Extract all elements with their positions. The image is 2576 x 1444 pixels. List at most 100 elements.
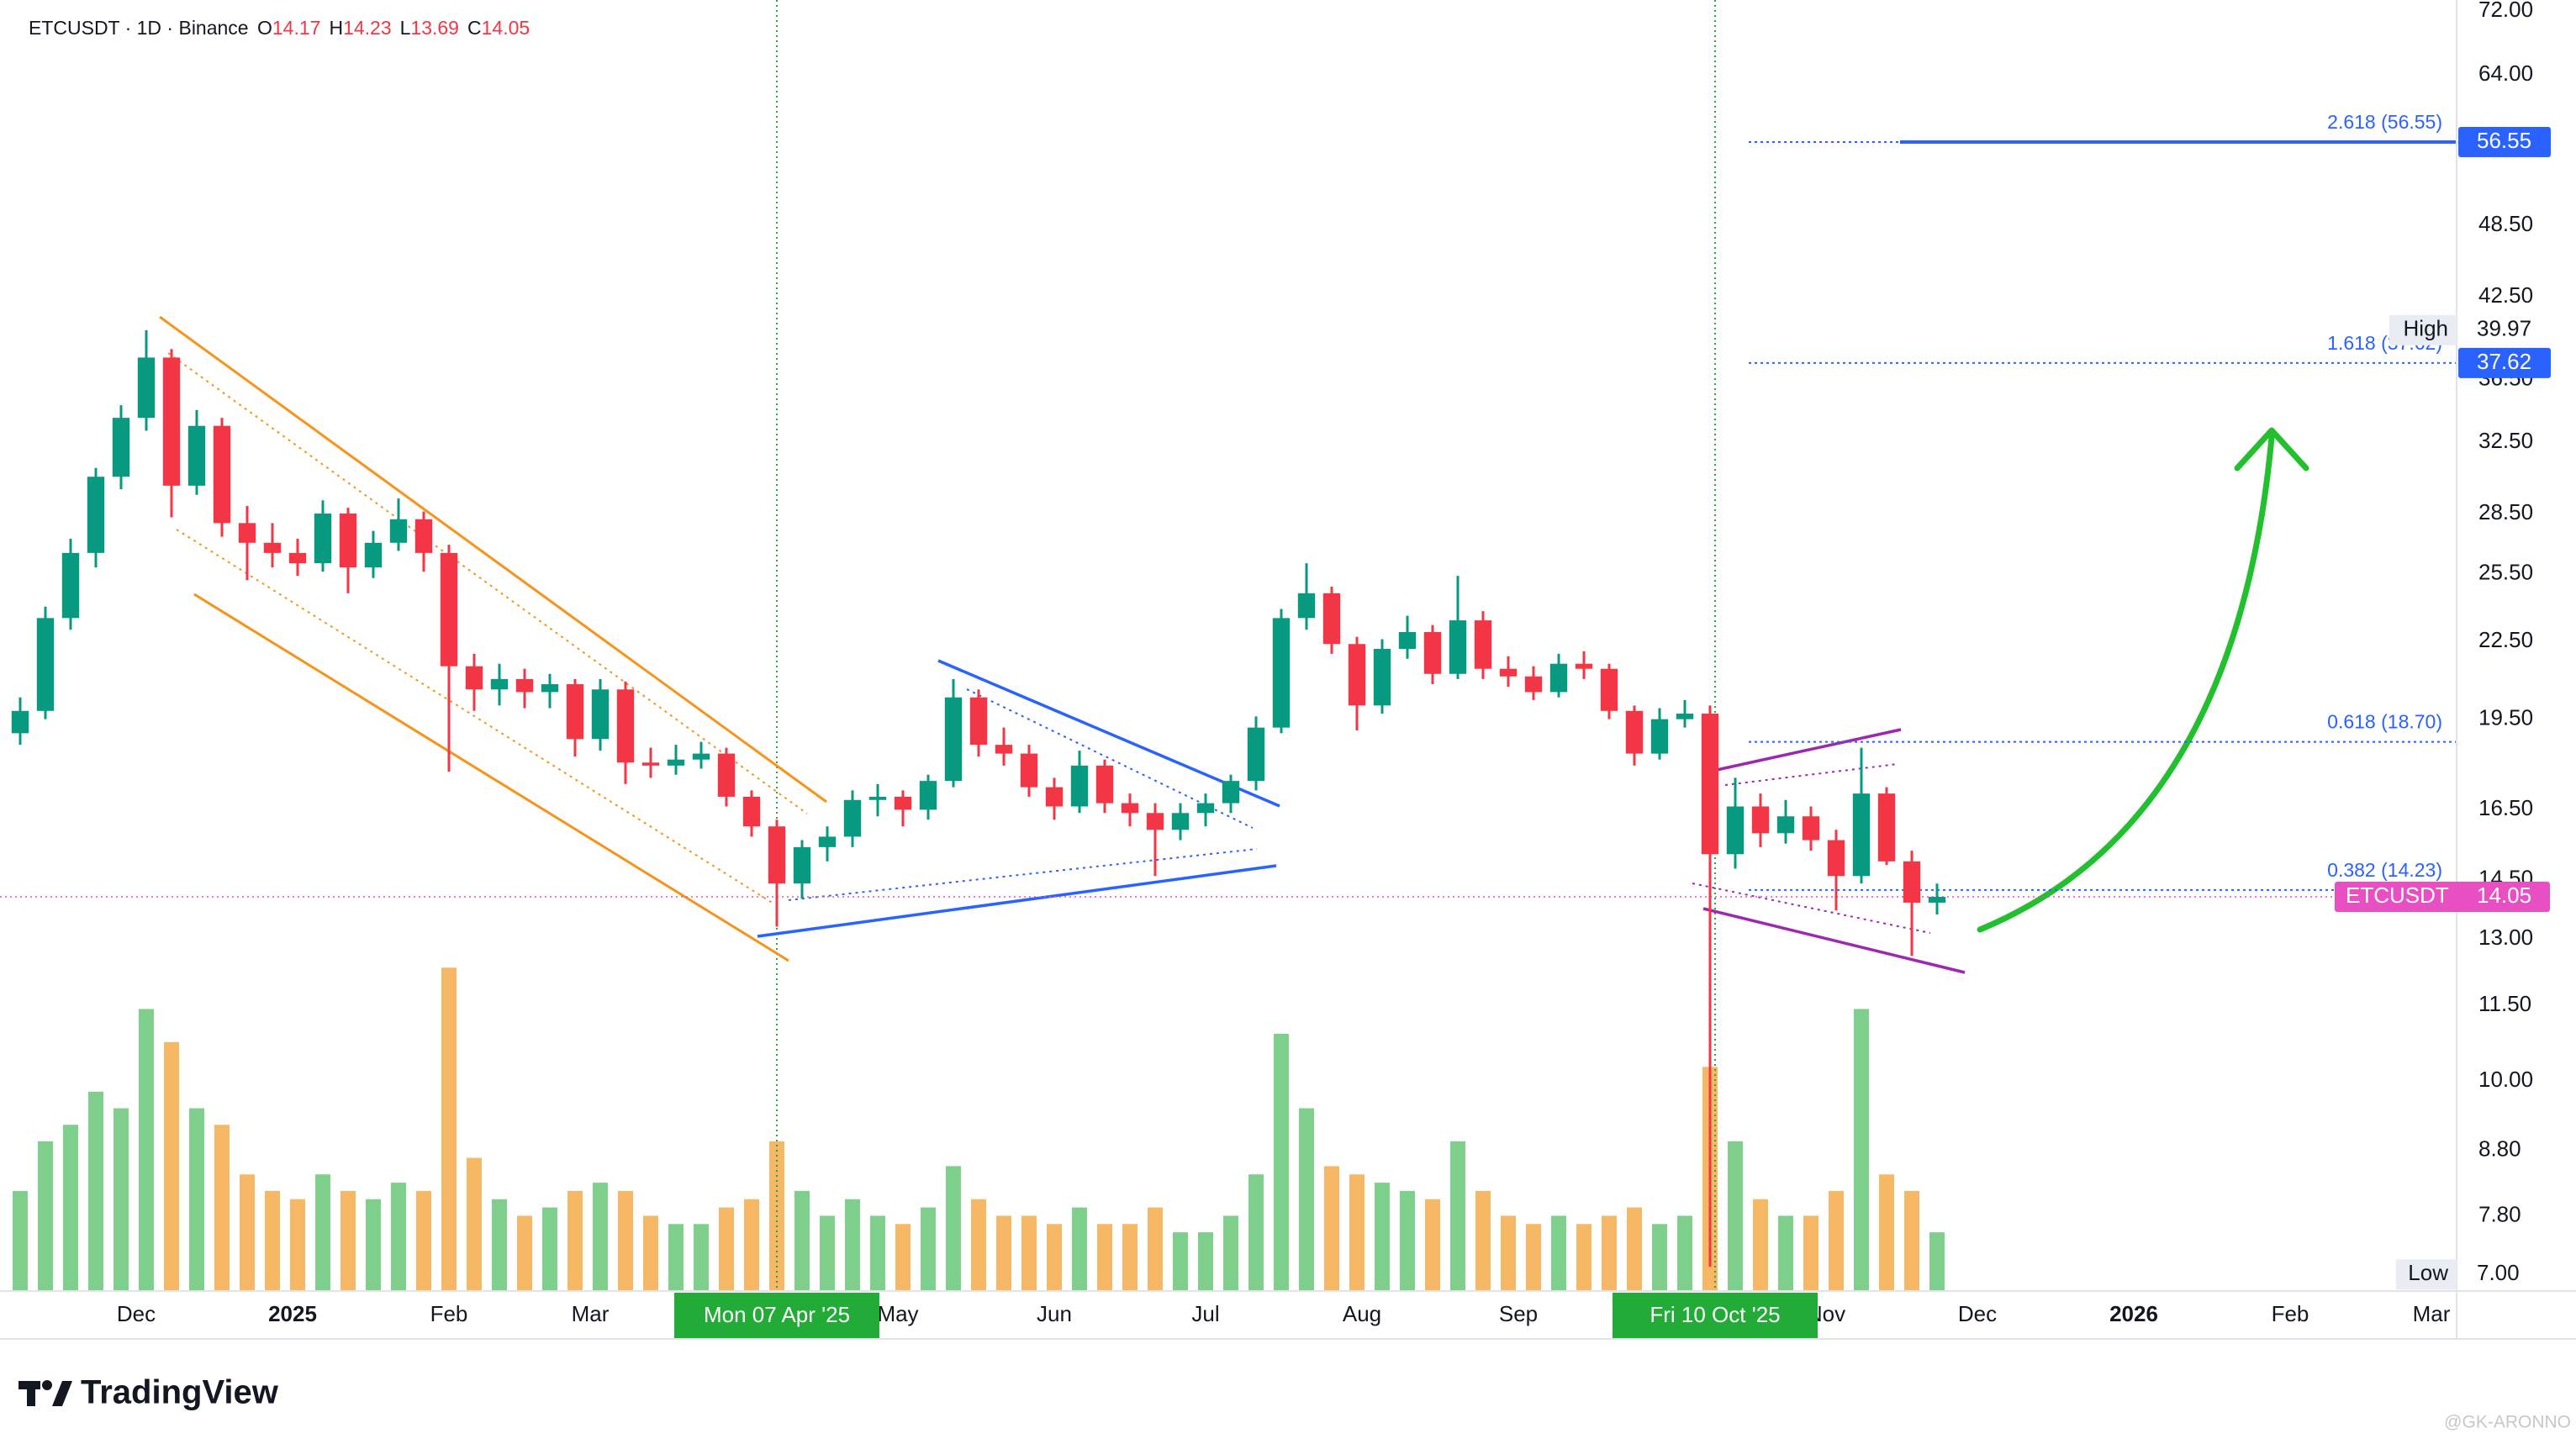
- candle-body: [1575, 663, 1593, 669]
- candle-body: [969, 697, 988, 746]
- volume-bar: [467, 1157, 482, 1290]
- volume-bar: [1929, 1232, 1945, 1290]
- candle-body: [1398, 632, 1417, 650]
- fib-label: 0.618 (18.70): [2327, 711, 2442, 733]
- candle-body: [1827, 840, 1845, 877]
- x-tick-label: Jul: [1191, 1301, 1219, 1326]
- volume-bar: [1501, 1215, 1516, 1290]
- candle-body: [717, 753, 736, 797]
- volume-pane: [13, 967, 1945, 1290]
- price-label: 37.62: [2477, 349, 2531, 374]
- candle-body: [11, 710, 29, 734]
- volume-bar: [668, 1224, 684, 1290]
- volume-bar: [895, 1224, 911, 1290]
- volume-bar: [1122, 1224, 1138, 1290]
- candle-body: [1499, 668, 1518, 677]
- high-label: High: [2404, 316, 2448, 341]
- x-tick-label: May: [877, 1301, 918, 1326]
- high-label-bg: [2389, 314, 2457, 345]
- volume-bar: [643, 1215, 658, 1290]
- volume-bar: [593, 1183, 608, 1290]
- candle-body: [1121, 803, 1139, 814]
- x-tick-label: Dec: [1958, 1301, 1997, 1326]
- x-tick-label: 2025: [268, 1301, 317, 1326]
- volume-bar: [1097, 1224, 1112, 1290]
- volume-bar: [971, 1199, 986, 1290]
- candle-body: [1045, 787, 1064, 807]
- high-value-bg: [2458, 314, 2551, 345]
- candle-body: [1146, 813, 1164, 830]
- candle-body: [1272, 618, 1291, 728]
- y-tick-label: 13.00: [2478, 925, 2533, 950]
- volume-bar: [517, 1215, 532, 1290]
- candle-body: [1549, 663, 1568, 693]
- volume-bar: [1400, 1190, 1415, 1290]
- y-tick-label: 64.00: [2478, 61, 2533, 86]
- volume-bar: [1375, 1183, 1390, 1290]
- y-tick-label: 28.50: [2478, 499, 2533, 524]
- volume-bar: [13, 1190, 28, 1290]
- low-label: Low: [2408, 1260, 2448, 1285]
- low-label-bg: [2396, 1259, 2457, 1290]
- y-tick-label: 7.80: [2478, 1201, 2521, 1226]
- candle-body: [894, 796, 912, 810]
- x-tick-label: Feb: [430, 1301, 468, 1326]
- candle-body: [87, 477, 105, 553]
- wedge-dotted: [1692, 883, 1931, 934]
- candle-body: [667, 759, 685, 766]
- marker-label-bg: [1613, 1293, 1818, 1338]
- volume-bar: [820, 1215, 835, 1290]
- y-tick-label: 8.80: [2478, 1136, 2521, 1162]
- x-tick-label: Mar: [572, 1301, 610, 1326]
- volume-bar: [794, 1190, 810, 1290]
- volume-bar: [1879, 1174, 1894, 1290]
- candle-body: [1020, 753, 1038, 788]
- candle-body: [162, 357, 181, 486]
- candle-body: [1726, 806, 1745, 855]
- symbol-title: ETCUSDT · 1D · Binance: [29, 17, 249, 39]
- candle-body: [1701, 714, 1719, 855]
- volume-bar: [1526, 1224, 1541, 1290]
- candle-body: [112, 418, 130, 477]
- candle-body: [1877, 793, 1896, 862]
- volume-bar: [1854, 1009, 1869, 1290]
- volume-bar: [1904, 1190, 1919, 1290]
- volume-bar: [139, 1009, 154, 1290]
- volume-bar: [744, 1199, 759, 1290]
- candle-body: [1095, 765, 1114, 804]
- candle-body: [1802, 816, 1820, 841]
- wedge-upper: [1716, 728, 1902, 772]
- x-tick-label: Jun: [1037, 1301, 1072, 1326]
- marker-label: Mon 07 Apr '25: [704, 1302, 850, 1327]
- time-axis-bg: [0, 1290, 2457, 1339]
- candle-body: [187, 425, 206, 486]
- volume-bar: [870, 1215, 885, 1290]
- volume-bar: [189, 1108, 204, 1290]
- candle-body: [1650, 719, 1669, 754]
- volume-bar: [88, 1091, 103, 1290]
- arrow-head: [2234, 427, 2309, 472]
- candle-body: [1600, 668, 1618, 711]
- marker-label: Fri 10 Oct '25: [1650, 1302, 1780, 1327]
- volume-bar: [1047, 1224, 1062, 1290]
- volume-bar: [1450, 1141, 1465, 1290]
- channel-upper: [159, 315, 827, 804]
- volume-bar: [996, 1215, 1011, 1290]
- volume-bar: [214, 1125, 230, 1290]
- volume-bar: [1173, 1232, 1188, 1290]
- candle-body: [1297, 593, 1316, 619]
- x-tick-label: 2026: [2109, 1301, 2158, 1326]
- volume-bar: [719, 1207, 734, 1290]
- price-axis-bg: [2457, 0, 2576, 1339]
- candle-body: [1423, 632, 1442, 674]
- candle-body: [364, 542, 383, 568]
- last-price: 14.05: [2477, 883, 2531, 908]
- channel-mid: [176, 529, 774, 904]
- candle-body: [768, 826, 786, 884]
- y-tick-label: 25.50: [2478, 560, 2533, 585]
- channel-lower: [193, 593, 789, 962]
- volume-bar: [1475, 1190, 1491, 1290]
- candle-body: [541, 684, 559, 693]
- candle-body: [793, 846, 811, 884]
- candle-body: [944, 697, 963, 782]
